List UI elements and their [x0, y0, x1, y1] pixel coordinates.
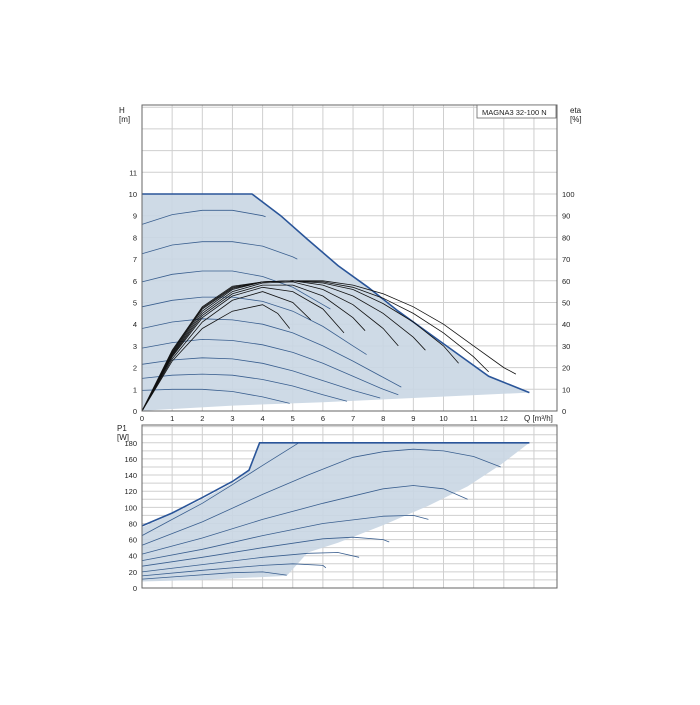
x-tick-label: 3 — [230, 414, 234, 423]
y-tick-label: 9 — [133, 212, 137, 221]
hq-curve — [141, 241, 298, 260]
x-tick-label: 12 — [500, 414, 508, 423]
top-operating-area — [142, 194, 530, 411]
x-tick-label: 7 — [351, 414, 355, 423]
p1-curve — [141, 514, 429, 561]
y2-tick-label: 80 — [562, 233, 570, 242]
hq-curve — [141, 357, 381, 399]
p1-axis-title: P1 [W] — [117, 424, 129, 442]
y2-tick-label: 0 — [562, 407, 566, 416]
y-tick-label: 4 — [133, 320, 137, 329]
p1-curve — [141, 571, 287, 580]
x-tick-label: 2 — [200, 414, 204, 423]
y2-tick-label: 40 — [562, 320, 570, 329]
y-tick-label: 2 — [133, 364, 137, 373]
x-tick-label: 1 — [170, 414, 174, 423]
p1-tick-label: 140 — [124, 471, 137, 480]
y2-tick-label: 10 — [562, 385, 570, 394]
eta-curve — [141, 280, 517, 412]
eta-curve — [141, 280, 489, 412]
eta-curve — [141, 281, 399, 412]
x-tick-label: 11 — [470, 414, 478, 423]
hq-curve — [141, 209, 266, 225]
eta-curve — [141, 284, 366, 412]
y-tick-label: 0 — [133, 407, 137, 416]
p1-curve — [141, 442, 300, 536]
hq-curve — [141, 296, 367, 355]
x-axis-title: Q [m³/h] — [524, 414, 553, 423]
y2-tick-label: 20 — [562, 364, 570, 373]
y-tick-label: 8 — [133, 233, 137, 242]
p1-max-curve — [141, 441, 530, 527]
y2-axis-title: eta [%] — [570, 106, 582, 124]
hq-curve — [141, 388, 290, 404]
y-tick-label: 6 — [133, 277, 137, 286]
p1-tick-label: 120 — [124, 487, 137, 496]
y2-tick-label: 50 — [562, 299, 570, 308]
bottom-operating-area — [142, 442, 530, 582]
y-tick-label: 5 — [133, 299, 137, 308]
model-label-box — [476, 104, 557, 119]
p1-curve — [141, 485, 468, 555]
y2-tick-label: 100 — [562, 190, 575, 199]
y-tick-label: 3 — [133, 342, 137, 351]
top-plot-frame — [141, 104, 558, 412]
p1-tick-label: 40 — [129, 552, 137, 561]
x-tick-label: 8 — [381, 414, 385, 423]
y-tick-label: 1 — [133, 385, 137, 394]
hq-curve — [141, 318, 402, 388]
p1-curve — [141, 552, 360, 573]
y-tick-label: 10 — [129, 190, 137, 199]
eta-curve — [141, 304, 291, 412]
p1-tick-label: 100 — [124, 503, 137, 512]
hq-max-curve — [142, 193, 530, 394]
y-tick-label: 11 — [129, 168, 137, 177]
p1-curve — [141, 563, 327, 577]
eta-curve — [141, 280, 459, 412]
y2-tick-label: 30 — [562, 342, 570, 351]
x-tick-label: 6 — [321, 414, 325, 423]
bottom-plot-frame — [141, 424, 558, 589]
p1-tick-label: 0 — [133, 584, 137, 593]
hq-curve — [141, 270, 331, 310]
p1-tick-label: 20 — [129, 568, 137, 577]
y-axis-title: H [m] — [119, 106, 130, 124]
hq-curve — [141, 373, 348, 402]
p1-tick-label: 180 — [124, 439, 137, 448]
model-label: MAGNA3 32-100 N — [482, 108, 547, 117]
x-tick-label: 4 — [261, 414, 265, 423]
x-tick-label: 5 — [291, 414, 295, 423]
y2-tick-label: 60 — [562, 277, 570, 286]
x-tick-label: 0 — [140, 414, 144, 423]
y2-tick-label: 70 — [562, 255, 570, 264]
p1-tick-label: 160 — [124, 455, 137, 464]
p1-curve — [141, 536, 390, 567]
p1-curve — [141, 448, 501, 546]
y2-tick-label: 90 — [562, 212, 570, 221]
x-tick-label: 9 — [411, 414, 415, 423]
p1-tick-label: 80 — [129, 519, 137, 528]
eta-curve — [141, 286, 345, 412]
eta-curve — [141, 291, 312, 412]
x-tick-label: 10 — [439, 414, 447, 423]
y-tick-label: 7 — [133, 255, 137, 264]
p1-tick-label: 60 — [129, 536, 137, 545]
